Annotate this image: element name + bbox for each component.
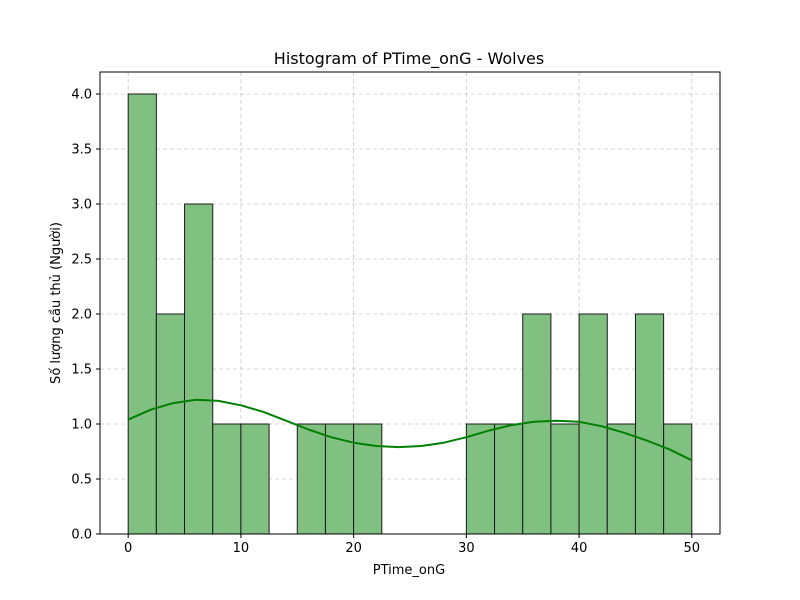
y-tick-label: 1.0 bbox=[71, 418, 92, 433]
plot-frame bbox=[99, 71, 721, 535]
x-tick-label: 50 bbox=[684, 541, 701, 556]
histogram-bars bbox=[127, 93, 693, 535]
y-axis-label: Số lượng cầu thủ (Người) bbox=[49, 222, 64, 384]
histogram-bar bbox=[522, 313, 552, 535]
histogram-bar bbox=[240, 423, 270, 535]
histogram-bar bbox=[634, 313, 665, 535]
x-axis-ticks: 0 10 20 30 40 50 bbox=[124, 534, 700, 556]
y-tick-label: 1.5 bbox=[71, 363, 92, 378]
y-tick-label: 0.5 bbox=[71, 473, 92, 488]
y-tick-label: 2.0 bbox=[71, 308, 92, 323]
histogram-bar bbox=[494, 423, 524, 535]
histogram-bar bbox=[155, 313, 186, 535]
y-tick-label: 2.5 bbox=[71, 253, 92, 268]
x-tick-label: 40 bbox=[571, 541, 588, 556]
histogram-bar bbox=[127, 93, 157, 535]
histogram-bar bbox=[296, 423, 326, 535]
histogram-bar bbox=[184, 203, 214, 535]
histogram-bar bbox=[465, 423, 496, 535]
chart-title: Histogram of PTime_onG - Wolves bbox=[274, 49, 544, 69]
x-axis-label: PTime_onG bbox=[373, 563, 445, 578]
y-tick-label: 4.0 bbox=[71, 88, 92, 103]
histogram-bar bbox=[663, 423, 693, 535]
histogram-bar bbox=[324, 423, 355, 535]
histogram-bar bbox=[212, 423, 242, 535]
histogram-bar bbox=[550, 423, 580, 535]
y-tick-label: 0.0 bbox=[71, 528, 92, 543]
histogram-bar bbox=[353, 423, 383, 535]
y-tick-label: 3.5 bbox=[71, 143, 92, 158]
x-tick-label: 10 bbox=[233, 541, 250, 556]
y-tick-label: 3.0 bbox=[71, 198, 92, 213]
histogram-bar bbox=[606, 423, 636, 535]
x-tick-label: 20 bbox=[345, 541, 362, 556]
kde-curve-layer bbox=[127, 398, 693, 462]
x-tick-label: 0 bbox=[124, 541, 132, 556]
kde-curve bbox=[127, 398, 693, 462]
x-tick-label: 30 bbox=[458, 541, 475, 556]
y-axis-ticks: 0.0 0.5 1.0 1.5 2.0 2.5 3.0 3.5 4.0 bbox=[71, 88, 100, 543]
